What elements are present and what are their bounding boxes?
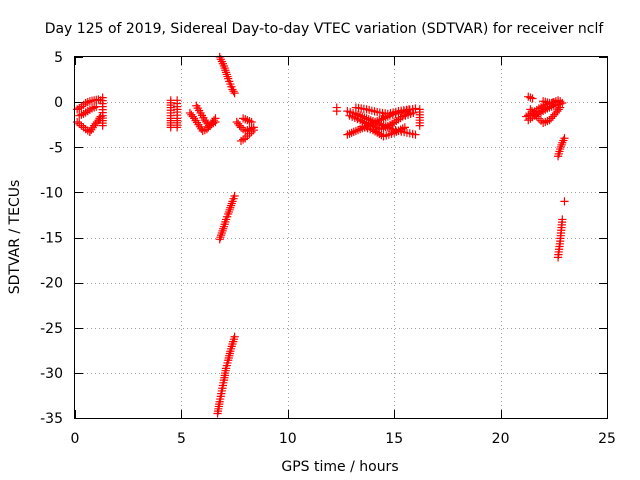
- y-axis-title: SDTVAR / TECUs: [7, 180, 23, 295]
- data-point: [332, 107, 341, 116]
- x-tick-label: 10: [279, 431, 297, 447]
- data-point: [211, 117, 220, 127]
- y-tick-label: -35: [40, 411, 63, 427]
- data-point: [247, 117, 256, 127]
- x-tick-labels: 0 5 10 15 20 25: [71, 431, 616, 447]
- data-series-segment: [553, 134, 569, 161]
- data-series-segment: [415, 105, 424, 130]
- data-series-segment: [213, 332, 239, 418]
- y-tick-label: -20: [40, 276, 63, 292]
- data-point: [409, 108, 418, 118]
- data-points: [73, 52, 569, 418]
- x-tick-label: 25: [598, 431, 616, 447]
- data-series-segment: [98, 93, 107, 130]
- data-series-segment: [173, 96, 182, 132]
- y-tick-label: 0: [54, 95, 63, 111]
- data-series-segment: [553, 215, 567, 262]
- data-point: [173, 123, 182, 132]
- data-series-segment: [85, 112, 105, 137]
- plot-frame: [74, 56, 608, 419]
- data-series-segment: [239, 114, 256, 127]
- y-tick-label: -25: [40, 321, 63, 337]
- data-point: [415, 121, 424, 130]
- data-point: [558, 215, 567, 224]
- data-series-segment: [215, 52, 239, 98]
- data-point: [230, 191, 239, 201]
- grid-lines: [75, 57, 607, 418]
- data-series-segment: [345, 108, 418, 134]
- y-tick-label: 5: [54, 50, 63, 66]
- x-axis-title: GPS time / hours: [281, 459, 398, 475]
- data-series-segment: [539, 97, 567, 108]
- data-point: [560, 197, 569, 206]
- data-series-segment: [166, 96, 175, 132]
- data-series-segment: [358, 122, 409, 141]
- data-series-segment: [75, 102, 101, 120]
- data-series-segment: [215, 191, 239, 244]
- y-tick-labels: 5 0 -5 -10 -15 -20 -25 -30 -35: [40, 50, 63, 427]
- x-tick-label: 15: [385, 431, 403, 447]
- y-tick-label: -10: [40, 185, 63, 201]
- data-series-segment: [73, 95, 105, 114]
- x-tick-label: 20: [492, 431, 510, 447]
- data-point: [230, 332, 239, 341]
- axis-ticks: [75, 57, 608, 419]
- data-series-segment: [192, 101, 220, 130]
- data-point: [230, 89, 239, 98]
- data-point: [98, 121, 107, 130]
- data-point: [560, 134, 569, 143]
- y-tick-label: -15: [40, 231, 63, 247]
- data-series-segment: [236, 126, 258, 146]
- data-series-segment: [526, 103, 565, 127]
- data-point: [404, 105, 414, 114]
- data-point: [548, 112, 557, 121]
- chart-title: Day 125 of 2019, Sidereal Day-to-day VTE…: [45, 21, 605, 37]
- data-series-segment: [524, 92, 537, 103]
- data-point: [249, 126, 258, 135]
- x-tick-label: 0: [71, 431, 80, 447]
- data-point: [558, 98, 567, 108]
- data-point: [400, 123, 409, 132]
- y-tick-label: -5: [49, 140, 63, 156]
- data-point: [411, 104, 420, 113]
- y-tick-label: -30: [40, 366, 63, 382]
- x-tick-label: 5: [177, 431, 186, 447]
- data-series-segment: [560, 197, 569, 206]
- data-series-segment: [332, 103, 341, 116]
- data-point: [411, 130, 420, 139]
- data-point: [528, 94, 537, 103]
- data-series-segment: [351, 103, 414, 118]
